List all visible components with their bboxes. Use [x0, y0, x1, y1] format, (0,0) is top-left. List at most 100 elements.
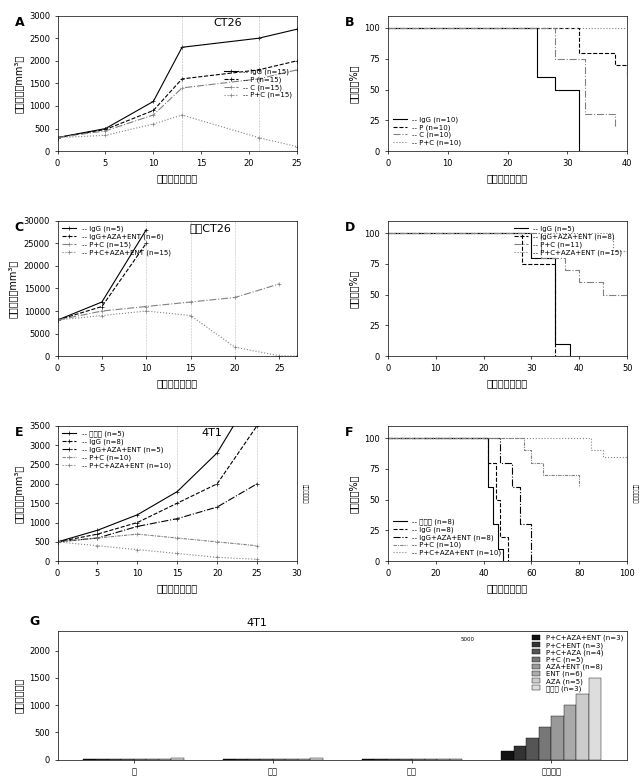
-- P+C (n=10) [527, 458, 535, 467]
X-axis label: 日数（移植後）: 日数（移植後） [487, 378, 528, 388]
-- IgG (n=10) [575, 146, 583, 156]
-- P+C+AZA+ENT (n=15) [600, 229, 607, 238]
-- IgG (n=8) [480, 433, 488, 442]
-- 未治療 (n=8) [384, 433, 392, 442]
Text: E: E [15, 426, 23, 438]
-- IgG (n=8) [492, 495, 499, 504]
-- 未治療 (n=8) [480, 433, 488, 442]
Bar [501, 752, 514, 760]
-- P+C+AZA+ENT (n=10) [575, 433, 583, 442]
Y-axis label: 転移巣（数）: 転移巣（数） [13, 677, 24, 713]
-- IgG (n=5) [566, 352, 573, 361]
-- P+C+AZA+ENT (n=15) [633, 259, 640, 269]
Text: 5000: 5000 [461, 637, 475, 642]
Legend: -- IgG (n=10), -- P (n=10), -- C (n=10), -- P+C (n=10): -- IgG (n=10), -- P (n=10), -- C (n=10),… [391, 115, 463, 148]
Bar [589, 678, 602, 760]
Y-axis label: 腫瘍体積（mm³）: 腫瘍体積（mm³） [13, 464, 23, 522]
Bar [171, 758, 184, 760]
Text: G: G [29, 615, 40, 628]
-- IgG (n=5) [384, 229, 392, 238]
-- IgG+AZA+ENT (n=8) [384, 433, 392, 442]
-- IgG+AZA+ENT (n=8) [492, 433, 499, 442]
Text: CT26: CT26 [213, 18, 242, 28]
-- P (n=10) [575, 48, 583, 57]
-- P+C (n=11) [561, 265, 569, 275]
Bar [564, 705, 576, 760]
-- 未治療 (n=8) [484, 482, 492, 492]
-- IgG+AZA+ENT (n=8) [384, 229, 392, 238]
-- IgG+AZA+ENT (n=8) [497, 458, 504, 467]
Bar [576, 695, 589, 760]
Y-axis label: 腫瘍体積（mm³）: 腫瘍体積（mm³） [8, 259, 18, 318]
-- IgG (n=10) [552, 73, 559, 82]
Line: -- IgG+AZA+ENT (n=8): -- IgG+AZA+ENT (n=8) [388, 438, 531, 561]
-- P (n=10) [611, 60, 619, 70]
Line: -- P (n=10): -- P (n=10) [388, 28, 627, 78]
Text: 有意ではない: 有意ではない [632, 484, 637, 503]
-- IgG (n=8) [504, 557, 511, 566]
Bar [449, 759, 462, 760]
Text: A: A [15, 16, 24, 29]
-- IgG+AZA+ENT (n=8) [566, 352, 573, 361]
Text: 有意ではない: 有意ではない [301, 484, 307, 503]
-- IgG (n=5) [552, 253, 559, 262]
Legend: -- IgG (n=15), -- P (n=15), -- C (n=15), -- P+C (n=15): -- IgG (n=15), -- P (n=15), -- C (n=15),… [222, 67, 294, 100]
Line: -- P+C (n=11): -- P+C (n=11) [388, 233, 627, 301]
Line: -- IgG (n=5): -- IgG (n=5) [388, 233, 570, 356]
-- P+C (n=11) [537, 253, 545, 262]
X-axis label: 日数（治療後）: 日数（治療後） [157, 173, 198, 183]
-- P+C (n=11) [575, 278, 583, 287]
-- P+C+AZA+ENT (n=10) [600, 452, 607, 461]
-- P (n=10) [623, 73, 631, 82]
Line: -- IgG (n=10): -- IgG (n=10) [388, 28, 579, 151]
-- C (n=10) [582, 54, 589, 63]
Text: 大型CT26: 大型CT26 [189, 223, 231, 233]
Line: -- IgG+AZA+ENT (n=8): -- IgG+AZA+ENT (n=8) [388, 233, 570, 356]
-- P+C+AZA+ENT (n=15) [623, 253, 631, 262]
-- C (n=10) [552, 23, 559, 33]
-- 未治療 (n=8) [490, 520, 497, 529]
-- C (n=10) [611, 122, 619, 132]
Line: -- P+C+AZA+ENT (n=15): -- P+C+AZA+ENT (n=15) [388, 233, 637, 264]
-- IgG (n=10) [384, 23, 392, 33]
-- P+C (n=11) [527, 229, 535, 238]
-- P+C (n=10) [516, 433, 524, 442]
Y-axis label: 生存率（%）: 生存率（%） [349, 269, 359, 308]
-- P+C+AZA+ENT (n=10) [384, 433, 392, 442]
Y-axis label: 腫瘍体積（mm³）: 腫瘍体積（mm³） [13, 54, 23, 113]
X-axis label: 日数（治療後）: 日数（治療後） [157, 378, 198, 388]
Text: B: B [345, 16, 355, 29]
-- IgG (n=10) [534, 23, 541, 33]
-- C (n=10) [384, 23, 392, 33]
Bar [551, 716, 564, 760]
-- 未治療 (n=8) [494, 544, 502, 554]
-- IgG+AZA+ENT (n=8) [527, 557, 535, 566]
Line: -- P+C+AZA+ENT (n=10): -- P+C+AZA+ENT (n=10) [388, 438, 627, 463]
Line: -- IgG (n=8): -- IgG (n=8) [388, 438, 508, 561]
-- P+C+AZA+ENT (n=15) [609, 247, 617, 256]
X-axis label: 日数（移植後）: 日数（移植後） [487, 173, 528, 183]
-- IgG (n=8) [384, 433, 392, 442]
-- P+C+AZA+ENT (n=10) [623, 458, 631, 467]
-- P+C+AZA+ENT (n=10) [588, 446, 595, 455]
-- IgG (n=8) [497, 532, 504, 541]
-- P+C (n=11) [623, 296, 631, 305]
-- IgG+AZA+ENT (n=8) [509, 482, 516, 492]
Bar [159, 759, 171, 760]
-- IgG+AZA+ENT (n=8) [518, 259, 525, 269]
-- P+C (n=10) [520, 446, 528, 455]
Line: -- C (n=10): -- C (n=10) [388, 28, 615, 127]
-- C (n=10) [552, 54, 559, 63]
-- IgG+AZA+ENT (n=8) [516, 520, 524, 529]
-- P (n=10) [384, 23, 392, 33]
X-axis label: 日数（治療後）: 日数（治療後） [157, 583, 198, 594]
Line: -- P+C (n=10): -- P+C (n=10) [388, 438, 579, 487]
-- IgG+AZA+ENT (n=8) [552, 259, 559, 269]
-- P+C (n=10) [384, 433, 392, 442]
-- IgG (n=8) [484, 458, 492, 467]
-- 未治療 (n=8) [499, 557, 507, 566]
-- IgG (n=5) [527, 229, 535, 238]
-- P+C (n=11) [384, 229, 392, 238]
-- P+C+AZA+ENT (n=15) [384, 229, 392, 238]
Text: C: C [15, 221, 24, 233]
